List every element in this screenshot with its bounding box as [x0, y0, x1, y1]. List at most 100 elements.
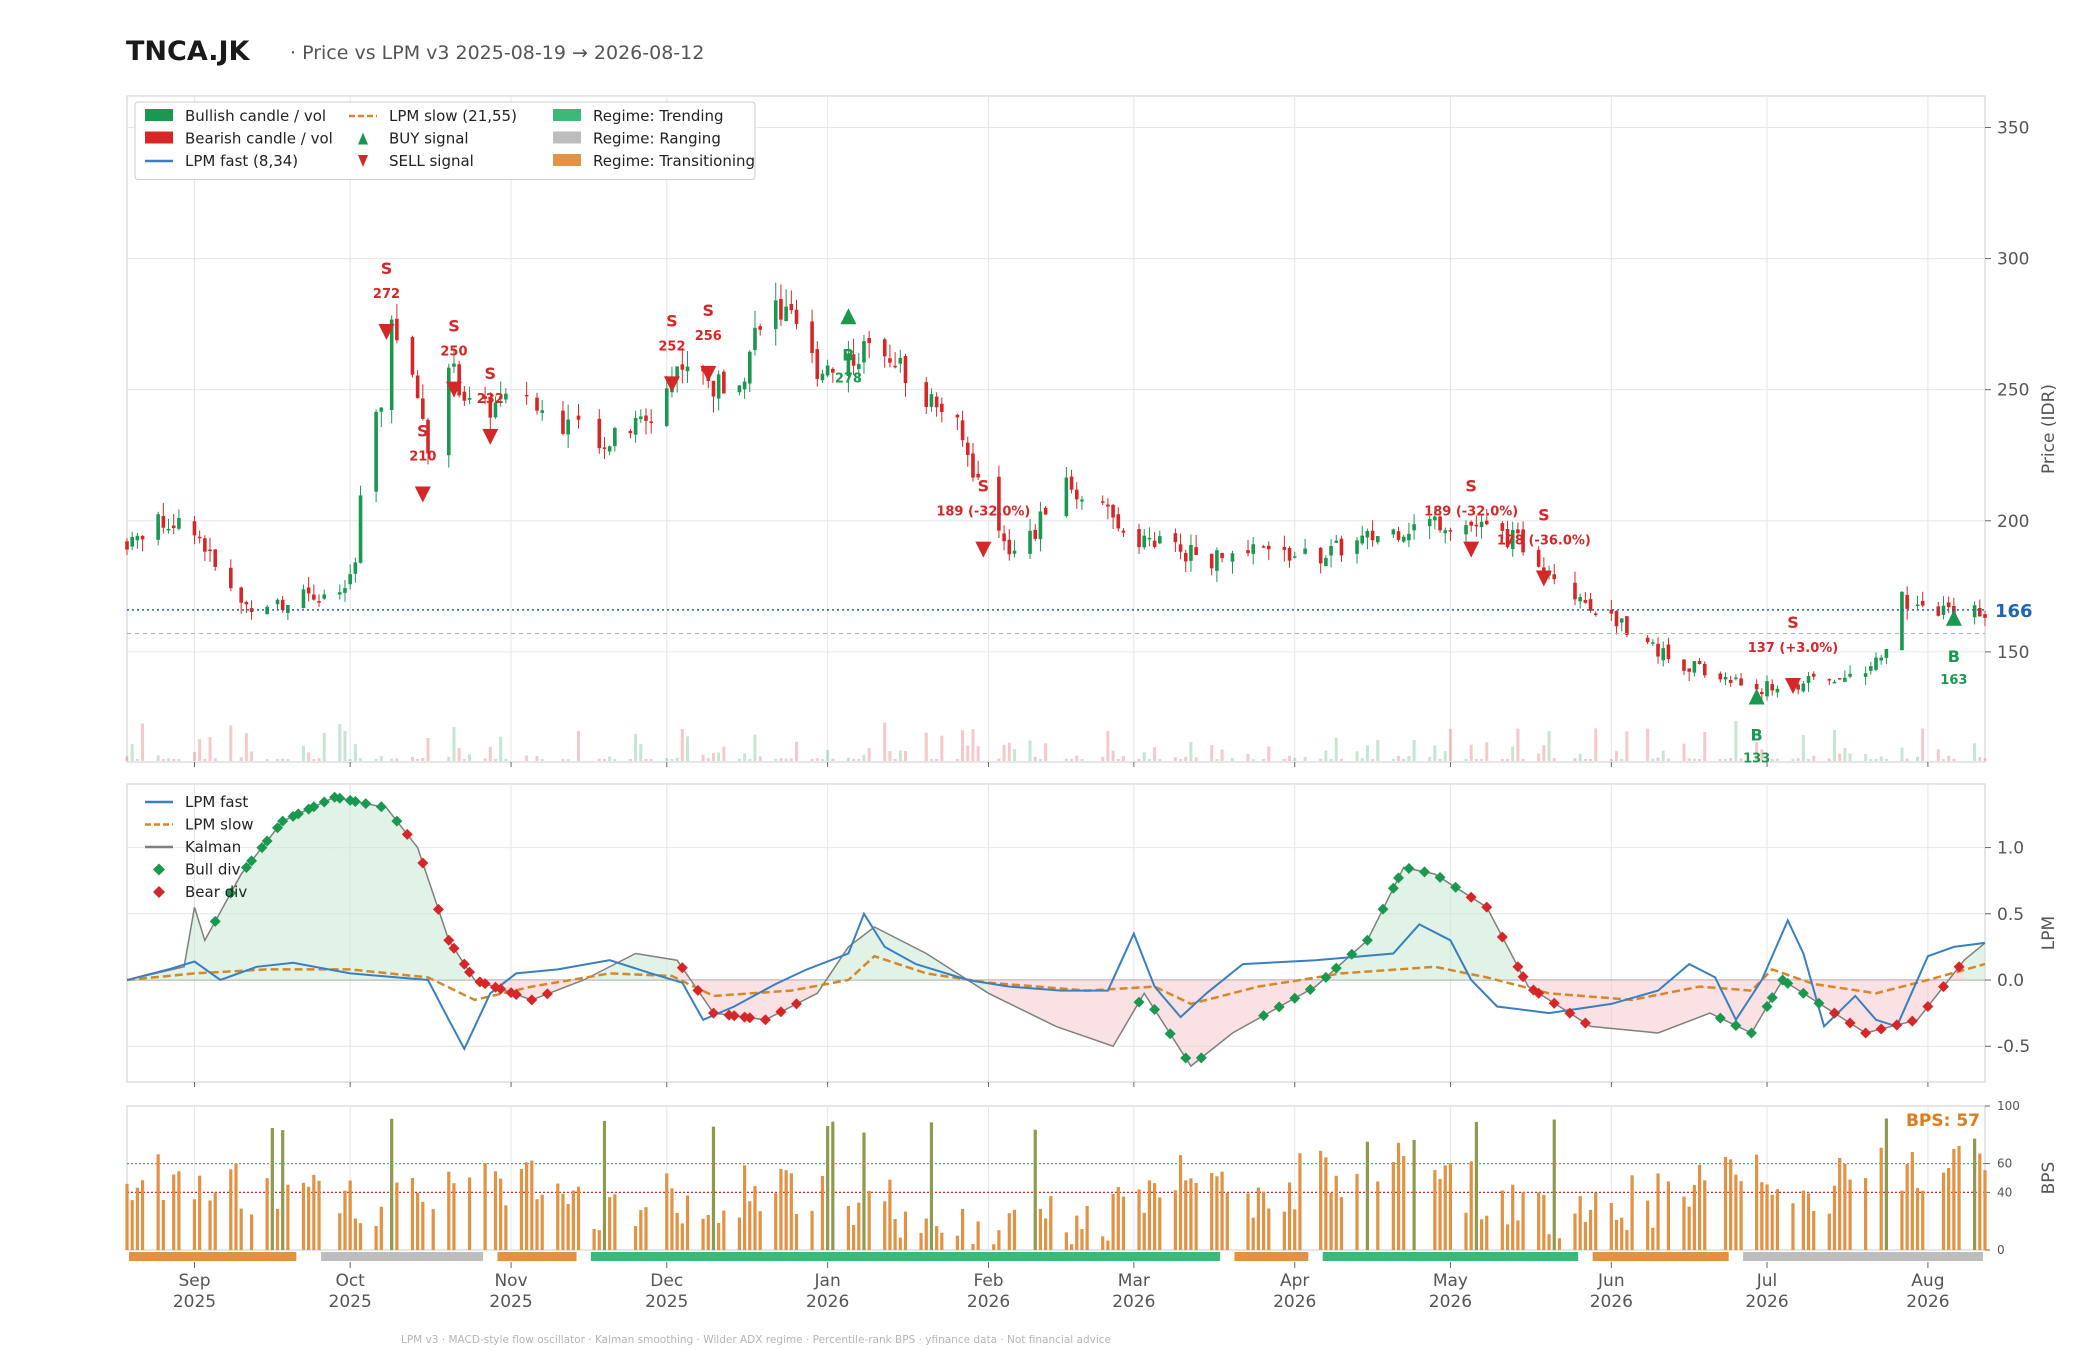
bps-bar	[198, 1175, 202, 1250]
bullish-candle	[566, 419, 570, 435]
bps-bar	[924, 1218, 928, 1250]
volume-bar	[597, 758, 601, 761]
bearish-candle	[125, 541, 129, 550]
sell-signal-price: 250	[440, 345, 467, 360]
volume-bar	[1038, 758, 1042, 761]
bearish-candle	[1588, 599, 1593, 611]
volume-bar	[172, 758, 176, 761]
bearish-candle	[1920, 600, 1925, 606]
bps-bar	[1973, 1138, 1977, 1250]
bps-bar	[140, 1180, 145, 1250]
bps-bar	[561, 1193, 565, 1250]
bps-bar	[135, 1187, 139, 1250]
volume-bar	[301, 745, 305, 761]
bull-div-marker	[225, 887, 237, 899]
bullish-candle	[639, 416, 643, 419]
bull-div-marker	[1149, 1003, 1161, 1015]
bear-fill-area	[1590, 980, 1659, 1033]
volume-bar	[1724, 758, 1728, 761]
bps-bar	[1952, 1148, 1956, 1250]
buy-signal-letter: B	[1751, 725, 1763, 744]
volume-bar	[1007, 742, 1011, 761]
volume-bar	[317, 758, 321, 761]
regime-band-transitioning	[497, 1252, 577, 1261]
bullish-candle	[898, 357, 903, 364]
bearish-candle	[203, 538, 207, 552]
bullish-candle	[1375, 536, 1380, 543]
bps-bar	[177, 1171, 181, 1250]
bps-bar	[1547, 1234, 1551, 1250]
volume-bar	[940, 735, 944, 761]
sell-signal-letter: S	[381, 259, 393, 278]
bull-div-marker	[1164, 1028, 1176, 1040]
volume-bar	[1651, 758, 1655, 761]
bullish-candle	[773, 300, 778, 330]
bps-bar	[265, 1178, 269, 1250]
bull-div-marker	[318, 796, 330, 808]
volume-bar	[348, 758, 352, 761]
buy-signal-marker	[840, 308, 857, 325]
volume-bar	[1703, 731, 1707, 761]
bullish-candle	[862, 341, 866, 363]
volume-bar	[244, 733, 248, 761]
volume-bar	[374, 758, 378, 761]
volume-bar	[1661, 750, 1665, 761]
bps-bar	[156, 1154, 160, 1250]
volume-bar	[135, 758, 139, 761]
bull-div-marker	[1714, 1012, 1726, 1024]
volume-bar	[1360, 758, 1364, 761]
bull-div-marker	[1387, 882, 1399, 894]
bullish-candle	[1329, 545, 1333, 556]
bearish-candle	[1339, 538, 1344, 556]
bearish-candle	[1152, 540, 1157, 547]
bull-div-marker	[1813, 997, 1825, 1009]
volume-bar	[686, 736, 690, 761]
bullish-candle	[1303, 548, 1307, 554]
volume-bar	[1002, 744, 1006, 761]
bps-bar	[613, 1194, 617, 1250]
bullish-candle	[664, 388, 669, 426]
x-tick-year: 2026	[967, 1292, 1010, 1312]
volume-bar	[1251, 758, 1255, 761]
bps-bar	[281, 1130, 285, 1250]
volume-bar	[1012, 749, 1016, 761]
bearish-candle	[1074, 489, 1079, 500]
bullish-candle	[1874, 657, 1878, 670]
bear-div-marker	[1533, 987, 1545, 999]
volume-bar	[748, 759, 752, 761]
bps-bar	[1319, 1150, 1323, 1250]
bear-div-marker	[1548, 997, 1560, 1009]
bearish-candle	[1796, 684, 1800, 690]
x-tick-year: 2026	[806, 1292, 849, 1312]
volume-bar	[452, 726, 456, 761]
volume-bar	[141, 723, 145, 761]
x-tick-year: 2026	[1429, 1292, 1472, 1312]
bear-div-marker	[707, 1007, 719, 1019]
bps-bar	[1298, 1153, 1302, 1250]
bps-bar	[1739, 1181, 1743, 1250]
bullish-candle	[716, 374, 721, 399]
bullish-candle	[1692, 661, 1697, 673]
bps-bar	[919, 1233, 923, 1250]
bps-bar	[717, 1223, 721, 1250]
legend-label: Regime: Ranging	[593, 130, 721, 148]
bearish-candle	[1583, 600, 1588, 603]
bearish-candle	[1318, 547, 1323, 564]
volume-bar	[1194, 757, 1198, 761]
bps-bar	[1142, 1212, 1146, 1250]
bps-bar	[519, 1169, 524, 1250]
volume-bar	[322, 732, 326, 761]
bear-div-marker	[1517, 971, 1529, 983]
bps-bar	[976, 1221, 980, 1250]
bps-bar	[779, 1168, 783, 1250]
bps-bar	[971, 1244, 975, 1250]
volume-bar	[1324, 750, 1328, 761]
bps-bar	[1542, 1194, 1546, 1250]
x-tick-month: Apr	[1280, 1271, 1309, 1291]
volume-bar	[1682, 743, 1686, 761]
volume-bar	[493, 758, 497, 761]
bullish-candle	[747, 351, 752, 384]
volume-bar	[929, 758, 933, 761]
bps-bar	[234, 1163, 238, 1250]
volume-bar	[307, 752, 311, 761]
